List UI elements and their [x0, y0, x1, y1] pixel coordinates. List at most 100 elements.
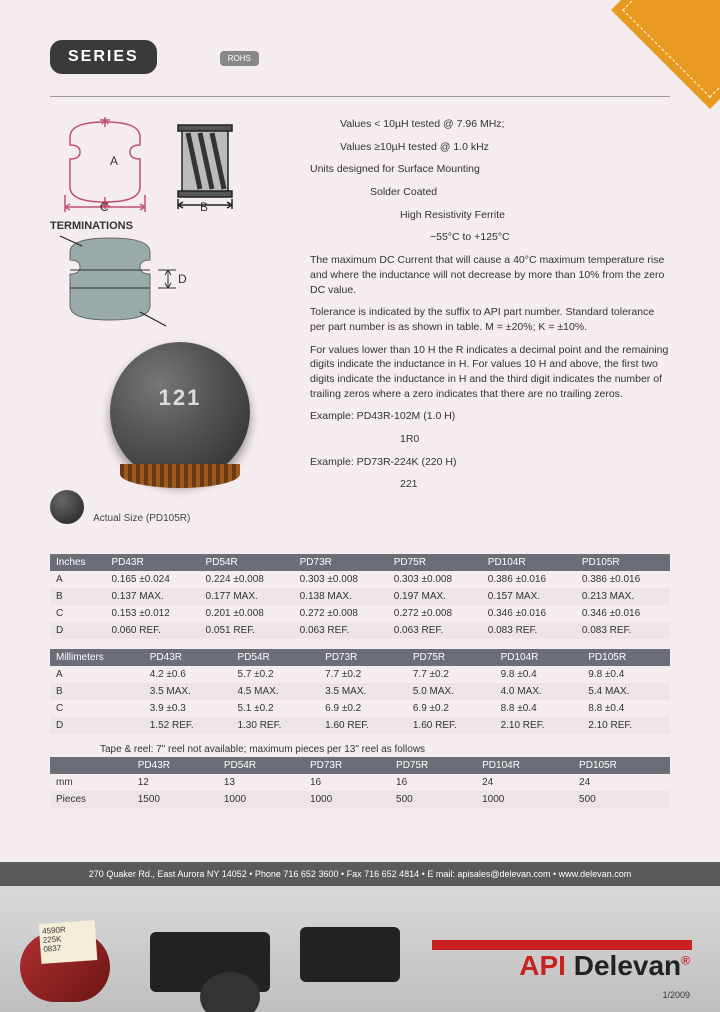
table-cell: 0.224 ±0.008	[200, 571, 294, 588]
spec-line: 1R0	[310, 432, 670, 447]
table-cell: A	[50, 571, 105, 588]
table-cell: 7.7 ±0.2	[319, 666, 407, 683]
table-cell: 0.272 ±0.008	[294, 605, 388, 622]
table-header-cell: PD104R	[476, 757, 573, 774]
table-cell: A	[50, 666, 144, 683]
table-cell: 1.60 REF.	[407, 717, 495, 734]
table-cell: 4.5 MAX.	[231, 683, 319, 700]
table-cell: 8.8 ±0.4	[582, 700, 670, 717]
terminations-label: TERMINATIONS	[50, 220, 290, 232]
table-cell: 0.386 ±0.016	[482, 571, 576, 588]
table-cell: 0.197 MAX.	[388, 588, 482, 605]
table-cell: 13	[218, 774, 304, 791]
spec-line: Values < 10µH tested @ 7.96 MHz;	[310, 117, 670, 132]
table-cell: 0.177 MAX.	[200, 588, 294, 605]
table-cell: 3.9 ±0.3	[144, 700, 232, 717]
table-header-cell: PD75R	[390, 757, 476, 774]
table-header-cell: PD105R	[582, 649, 670, 666]
table-cell: 0.157 MAX.	[482, 588, 576, 605]
table-header-cell	[50, 757, 132, 774]
divider	[50, 96, 670, 97]
table-cell: 6.9 ±0.2	[407, 700, 495, 717]
component-label-tag: 4590R225K0837	[39, 920, 98, 964]
spec-line: For values lower than 10 H the R indicat…	[310, 343, 670, 402]
table-header-cell: Inches	[50, 554, 105, 571]
tape-caption: Tape & reel: 7" reel not available; maxi…	[100, 744, 670, 755]
table-header-cell: PD73R	[304, 757, 390, 774]
table-cell: 0.165 ±0.024	[105, 571, 199, 588]
table-header-cell: PD43R	[144, 649, 232, 666]
table-cell: 9.8 ±0.4	[495, 666, 583, 683]
dim-a-label: A	[110, 154, 118, 168]
table-cell: 2.10 REF.	[495, 717, 583, 734]
table-cell: 0.083 REF.	[482, 622, 576, 639]
spec-line: Example: PD73R-224K (220 H)	[310, 455, 670, 470]
table-cell: 0.303 ±0.008	[388, 571, 482, 588]
table-header-cell: Millimeters	[50, 649, 144, 666]
table-cell: 4.2 ±0.6	[144, 666, 232, 683]
dim-b-label: B	[200, 200, 208, 212]
table-cell: 2.10 REF.	[582, 717, 670, 734]
table-row: mm121316162424	[50, 774, 670, 791]
table-cell: C	[50, 700, 144, 717]
table-header-cell: PD54R	[200, 554, 294, 571]
table-header-cell: PD54R	[218, 757, 304, 774]
actual-size-caption: Actual Size (PD105R)	[93, 513, 190, 524]
table-cell: Pieces	[50, 791, 132, 808]
spec-line: −55°C to +125°C	[310, 230, 670, 245]
table-cell: 5.4 MAX.	[582, 683, 670, 700]
table-header-cell: PD73R	[294, 554, 388, 571]
table-header-cell: PD105R	[576, 554, 670, 571]
table-row: C3.9 ±0.35.1 ±0.26.9 ±0.26.9 ±0.28.8 ±0.…	[50, 700, 670, 717]
table-row: B3.5 MAX.4.5 MAX.3.5 MAX.5.0 MAX.4.0 MAX…	[50, 683, 670, 700]
spec-line: Units designed for Surface Mounting	[310, 162, 670, 177]
table-cell: B	[50, 683, 144, 700]
table-cell: 500	[390, 791, 476, 808]
footer-date: 1/2009	[662, 990, 690, 1000]
table-row: C0.153 ±0.0120.201 ±0.0080.272 ±0.0080.2…	[50, 605, 670, 622]
table-cell: 16	[390, 774, 476, 791]
table-cell: 16	[304, 774, 390, 791]
table-cell: 24	[573, 774, 670, 791]
table-cell: 24	[476, 774, 573, 791]
table-cell: 0.201 ±0.008	[200, 605, 294, 622]
table-cell: 0.213 MAX.	[576, 588, 670, 605]
table-cell: 1.60 REF.	[319, 717, 407, 734]
table-cell: 5.7 ±0.2	[231, 666, 319, 683]
brand-logo: API Delevan®	[519, 950, 690, 982]
table-cell: 1500	[132, 791, 218, 808]
table-row: A4.2 ±0.65.7 ±0.27.7 ±0.27.7 ±0.29.8 ±0.…	[50, 666, 670, 683]
table-cell: 0.153 ±0.012	[105, 605, 199, 622]
dimension-tables: InchesPD43RPD54RPD73RPD75RPD104RPD105RA0…	[50, 554, 670, 808]
table-cell: 5.0 MAX.	[407, 683, 495, 700]
page-body: SERIES ROHS	[0, 0, 720, 808]
spec-text-column: Values < 10µH tested @ 7.96 MHz;Values ≥…	[310, 117, 670, 524]
table-header-cell: PD54R	[231, 649, 319, 666]
table-cell: 12	[132, 774, 218, 791]
table-cell: 0.138 MAX.	[294, 588, 388, 605]
table-cell: 0.346 ±0.016	[482, 605, 576, 622]
table-header-cell: PD75R	[407, 649, 495, 666]
dim-c-label: C	[100, 200, 109, 212]
dim-d-label: D	[178, 272, 187, 286]
table-cell: 500	[573, 791, 670, 808]
table-cell: 0.346 ±0.016	[576, 605, 670, 622]
spec-line: Tolerance is indicated by the suffix to …	[310, 305, 670, 334]
table-header-cell: PD43R	[132, 757, 218, 774]
data-table: PD43RPD54RPD73RPD75RPD104RPD105Rmm121316…	[50, 757, 670, 808]
spec-line: Example: PD43R-102M (1.0 H)	[310, 409, 670, 424]
table-header-cell: PD43R	[105, 554, 199, 571]
table-row: D0.060 REF.0.051 REF.0.063 REF.0.063 REF…	[50, 622, 670, 639]
table-cell: 5.1 ±0.2	[231, 700, 319, 717]
top-view-diagram: A C	[50, 117, 160, 212]
table-header-cell: PD104R	[495, 649, 583, 666]
data-table: InchesPD43RPD54RPD73RPD75RPD104RPD105RA0…	[50, 554, 670, 639]
table-cell: 1.30 REF.	[231, 717, 319, 734]
footer-image-strip: 4590R225K0837 API Delevan® 1/2009	[0, 886, 720, 1012]
table-row: A0.165 ±0.0240.224 ±0.008 0.303 ±0.0080.3…	[50, 571, 670, 588]
table-cell: 0.083 REF.	[576, 622, 670, 639]
spec-line: Solder Coated	[310, 185, 670, 200]
table-cell: 8.8 ±0.4	[495, 700, 583, 717]
table-cell: 0.063 REF.	[294, 622, 388, 639]
footer-contact: 270 Quaker Rd., East Aurora NY 14052 • P…	[0, 862, 720, 886]
